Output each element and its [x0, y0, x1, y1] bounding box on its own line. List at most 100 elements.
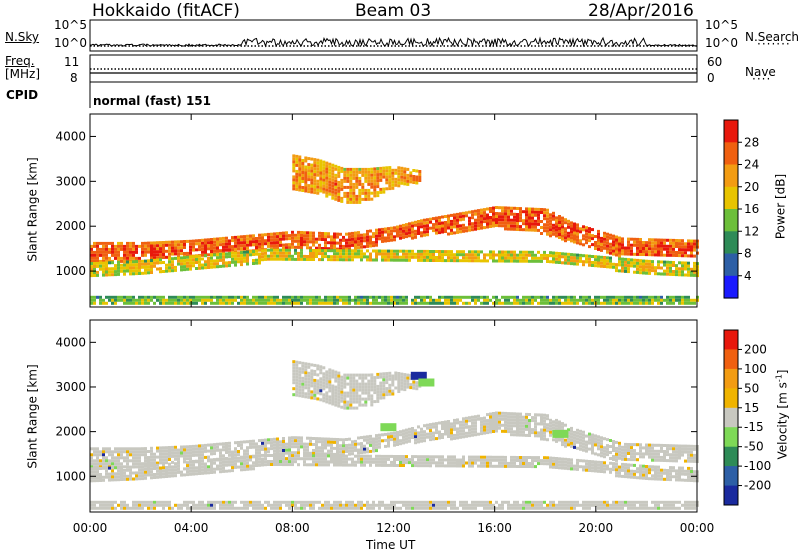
velocity-cell: [300, 436, 303, 440]
velocity-cell: [669, 478, 672, 482]
power-cell: [300, 231, 303, 234]
power-cell: [291, 239, 294, 243]
velocity-cell: [222, 463, 225, 467]
velocity-cell: [228, 457, 231, 461]
velocity-cell: [138, 462, 141, 466]
velocity-cell: [183, 473, 186, 477]
power-cell: [111, 273, 114, 277]
power-cell: [192, 239, 195, 243]
velocity-cell: [387, 435, 390, 439]
power-cell: [345, 252, 348, 256]
velocity-cell: [135, 459, 138, 463]
power-cell: [660, 253, 663, 257]
velocity-cell: [414, 455, 417, 459]
velocity-cell: [360, 445, 363, 449]
power-cell: [213, 237, 216, 241]
power-cell: [298, 167, 302, 171]
velocity-cell: [165, 461, 168, 465]
power-cell: [405, 295, 408, 299]
velocity-cell: [343, 406, 347, 410]
velocity-cell: [279, 460, 282, 463]
power-cell: [531, 301, 534, 305]
power-cell: [90, 247, 93, 251]
velocity-cell: [498, 420, 501, 424]
power-cell: [375, 258, 378, 262]
power-cell: [573, 301, 576, 305]
power-cell: [567, 255, 570, 259]
velocity-cell: [597, 438, 600, 442]
power-cell: [219, 240, 222, 244]
velocity-cell: [417, 455, 420, 459]
power-cell: [477, 227, 480, 231]
power-cell: [310, 169, 314, 173]
power-cell: [210, 295, 213, 299]
power-cell: [411, 298, 414, 302]
power-cell: [639, 298, 642, 302]
power-cell: [444, 227, 447, 230]
power-cell: [678, 242, 681, 246]
power-cell: [621, 298, 624, 302]
velocity-cell: [90, 467, 93, 471]
power-cell: [346, 170, 350, 174]
power-cell: [459, 295, 462, 299]
velocity-cell: [582, 448, 585, 452]
power-cell: [534, 256, 537, 260]
power-cell: [417, 255, 420, 259]
power-cell: [648, 301, 651, 305]
power-cell: [370, 197, 374, 201]
velocity-cell: [126, 459, 129, 463]
velocity-cell: [315, 449, 318, 453]
velocity-cell: [618, 468, 621, 472]
velocity-cell: [453, 418, 456, 422]
velocity-cell: [162, 472, 165, 476]
power-cell: [327, 301, 330, 305]
power-cell: [525, 225, 528, 229]
power-cell: [228, 301, 231, 305]
power-cell: [258, 233, 261, 237]
velocity-cell: [645, 465, 648, 468]
velocity-cell: [273, 454, 276, 457]
power-cell: [612, 234, 615, 238]
power-cell: [675, 267, 678, 271]
power-cell: [261, 252, 264, 256]
velocity-cell: [402, 438, 405, 442]
velocity-cell: [325, 391, 329, 395]
power-cell: [501, 301, 504, 305]
velocity-cell: [459, 464, 462, 468]
power-cell: [406, 176, 410, 180]
power-cell: [343, 179, 347, 183]
velocity-cell: [531, 456, 534, 460]
power-cell: [339, 238, 342, 242]
power-cell: [447, 226, 450, 230]
power-cell: [409, 180, 413, 184]
power-cell: [543, 301, 546, 305]
power-cell: [360, 301, 363, 305]
power-cell: [495, 206, 498, 209]
power-cell: [405, 223, 408, 227]
velocity-cell: [177, 464, 180, 468]
velocity-cell: [231, 463, 234, 467]
power-cell: [292, 187, 296, 191]
power-cell: [303, 254, 306, 258]
power-cell: [300, 254, 303, 258]
power-cell: [144, 301, 147, 305]
power-cell: [609, 236, 612, 240]
velocity-cell: [261, 460, 264, 464]
velocity-cell: [159, 449, 162, 453]
power-cell: [387, 255, 390, 259]
power-cell: [357, 295, 360, 299]
power-cell: [636, 249, 639, 253]
power-cell: [240, 257, 243, 261]
power-cell: [672, 261, 675, 264]
power-cell: [642, 253, 645, 256]
velocity-cell: [672, 453, 675, 457]
power-cell: [367, 173, 371, 177]
velocity-cell: [141, 471, 144, 475]
power-cell: [525, 295, 528, 299]
power-cell: [654, 298, 657, 302]
power-cell: [102, 270, 105, 274]
power-cell: [630, 249, 633, 253]
power-cell: [397, 184, 401, 188]
power-cell: [319, 174, 323, 178]
velocity-cell: [336, 463, 339, 467]
